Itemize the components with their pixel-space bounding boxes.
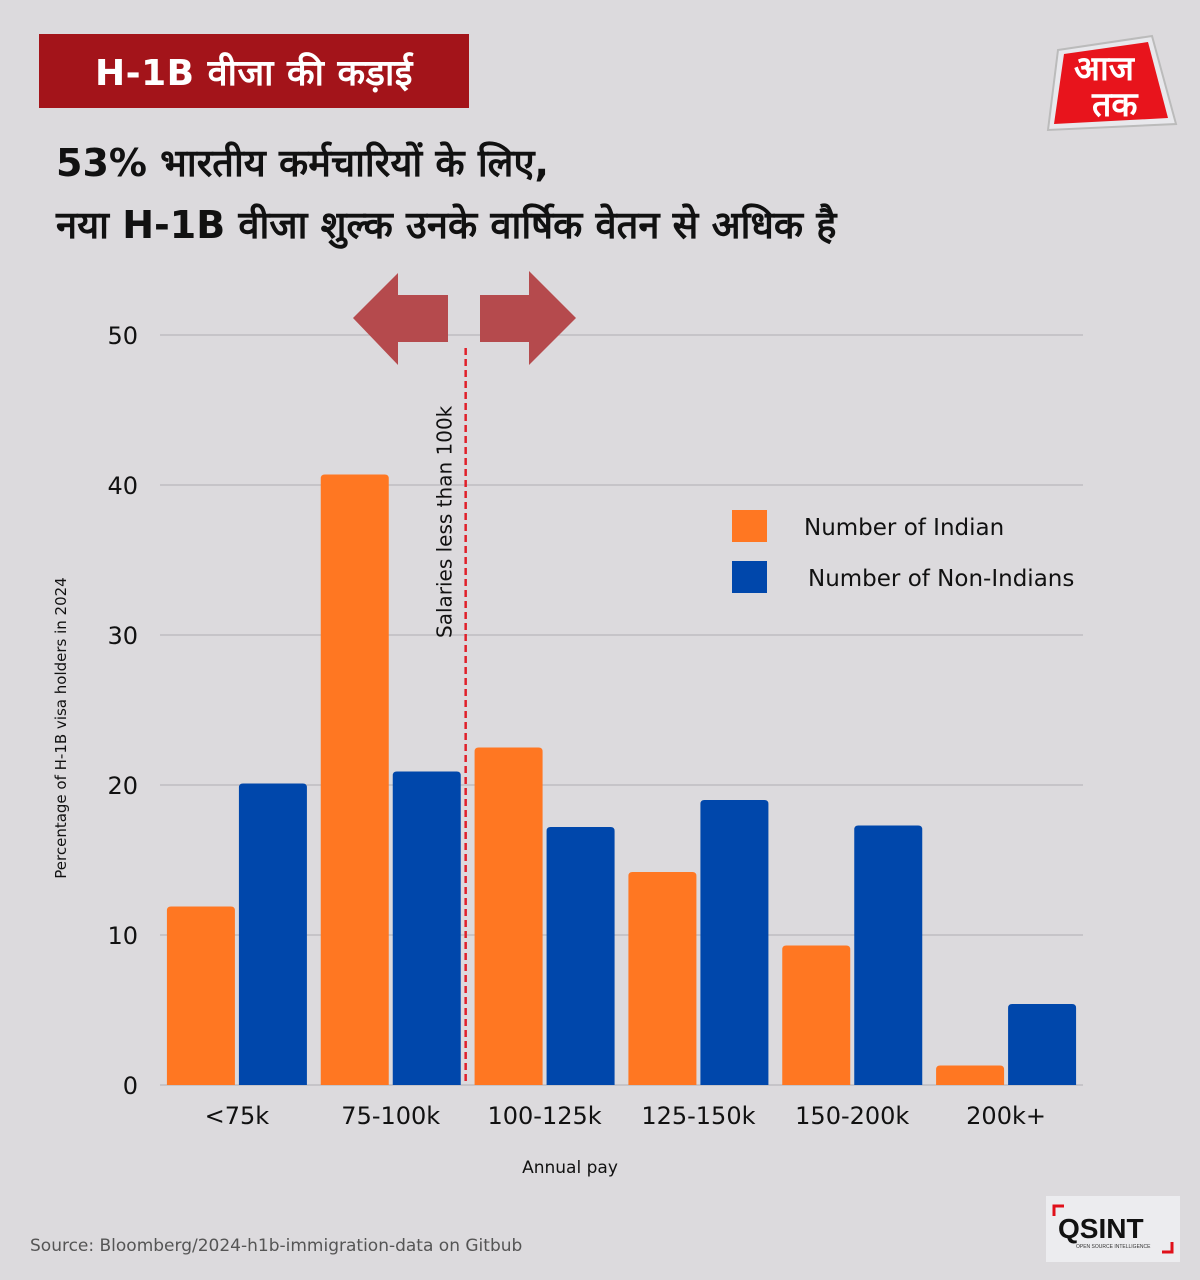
x-tick-label: 200k+ (966, 1102, 1046, 1130)
x-tick-label: 100-125k (487, 1102, 601, 1130)
bar-indian (474, 747, 543, 1085)
bar-indian (628, 872, 697, 1085)
legend-label: Number of Non-Indians (808, 566, 1074, 592)
y-tick-label: 30 (107, 622, 138, 650)
osint-logo-icon: QSINT OPEN SOURCE INTELLIGENCE (1046, 1196, 1180, 1262)
x-tick-label: 150-200k (795, 1102, 909, 1130)
legend-swatch-non-indian (732, 561, 767, 593)
bar-non-indian (1008, 1004, 1077, 1085)
y-axis-label: Percentage of H-1B visa holders in 2024 (52, 577, 70, 878)
legend: Number of Indian Number of Non-Indians (732, 510, 1074, 593)
bar-non-indian (700, 800, 769, 1085)
osint-subtext: OPEN SOURCE INTELLIGENCE (1076, 1244, 1151, 1250)
y-tick-label: 50 (107, 322, 138, 350)
y-tick-label: 10 (107, 922, 138, 950)
bar-non-indian (238, 783, 307, 1085)
osint-text: QSINT (1058, 1213, 1144, 1244)
bar-indian (320, 474, 389, 1085)
bar-indian (782, 945, 851, 1085)
legend-swatch-indian (732, 510, 767, 542)
logo-line1: आज (1074, 49, 1136, 89)
bar-non-indian (854, 825, 923, 1085)
y-tick-label: 40 (107, 472, 138, 500)
y-tick-label: 0 (123, 1072, 138, 1100)
logo-line2: तक (1091, 85, 1139, 125)
aaj-tak-logo-icon: आज तक (1040, 28, 1180, 138)
x-tick-label: 125-150k (641, 1102, 755, 1130)
bar-indian (936, 1065, 1005, 1085)
threshold-label: Salaries less than 100k (433, 405, 457, 638)
headline-line-1: 53% भारतीय कर्मचारियों के लिए, (56, 141, 549, 185)
arrow-left-icon (353, 273, 448, 365)
bar-non-indian (392, 771, 461, 1085)
bar-non-indian (546, 827, 615, 1085)
headline: 53% भारतीय कर्मचारियों के लिए, नया H-1B … (56, 132, 1116, 256)
x-axis-label: Annual pay (522, 1158, 618, 1178)
x-tick-label: <75k (205, 1102, 270, 1130)
topic-tag: H-1B वीजा की कड़ाई (39, 34, 469, 108)
topic-tag-label: H-1B वीजा की कड़ाई (95, 52, 413, 94)
bar-indian (166, 906, 235, 1085)
x-tick-label: 75-100k (341, 1102, 440, 1130)
y-tick-label: 20 (107, 772, 138, 800)
headline-line-2: नया H-1B वीजा शुल्क उनके वार्षिक वेतन से… (56, 203, 837, 247)
source-note: Source: Bloomberg/2024-h1b-immigration-d… (30, 1236, 523, 1256)
legend-label: Number of Indian (804, 515, 1004, 541)
arrow-right-icon (480, 271, 576, 365)
